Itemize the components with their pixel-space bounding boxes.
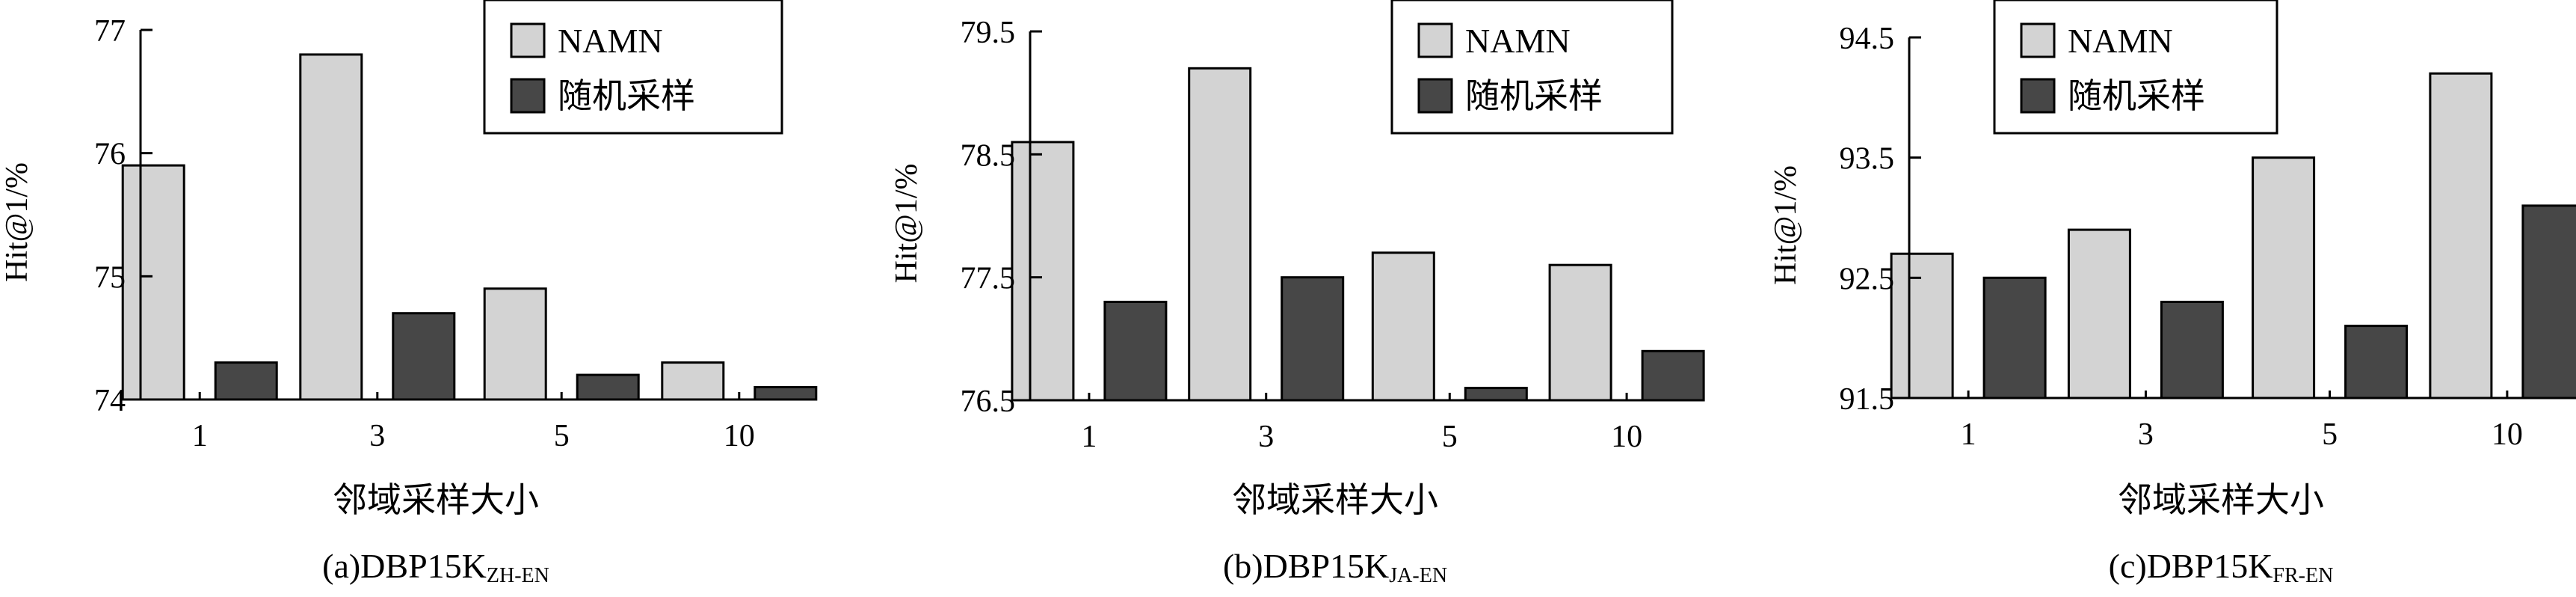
y-tick-label: 77.5 [961,262,1016,296]
legend: NAMN 随机采样 [1993,0,2278,135]
legend-item-random-label: 随机采样 [558,77,695,115]
bar-namn-3 [2067,228,2131,399]
legend-item-random-swatch [510,78,546,114]
x-tick-label: 10 [2492,417,2523,452]
x-axis-label: 邻域采样大小 [333,481,539,519]
x-tick-label: 5 [1442,420,1458,454]
y-tick-label: 94.5 [1840,22,1895,56]
legend-item-namn-swatch [1417,22,1453,58]
chart-panel-2: 1 3 5 10 76.5 77.5 78.5 79.5 Hit@1/% 邻域采样大小 (b)DBP… [890,0,1705,587]
bar-random-5 [2344,325,2409,399]
y-tick-label: 78.5 [961,138,1016,173]
bar-namn-1 [121,164,185,401]
legend-item-random-label: 随机采样 [1465,77,1603,115]
y-tick-label: 77 [94,14,126,49]
panel-caption: (c)DBP15KFR-EN [2109,547,2334,587]
bar-random-10 [754,386,818,401]
bar-random-10 [2521,204,2576,399]
bar-random-5 [1464,387,1528,402]
legend-item-random-swatch [1417,78,1453,114]
y-tick-label: 93.5 [1840,142,1895,177]
bar-namn-5 [483,287,547,401]
legend-item-namn-swatch [2020,22,2056,58]
x-tick-label: 3 [2138,417,2154,452]
panel-caption: (b)DBP15KJA-EN [1223,547,1447,587]
y-tick-label: 92.5 [1840,262,1895,296]
x-tick-label: 5 [554,419,570,453]
legend: NAMN 随机采样 [483,0,783,135]
bar-namn-10 [2429,72,2493,399]
y-tick-label: 74 [94,384,126,418]
x-tick-label: 1 [1081,420,1097,454]
x-tick-label: 3 [1258,420,1274,454]
legend-item-namn-swatch [510,22,546,58]
x-axis-label: 邻域采样大小 [1232,481,1438,519]
chart-panel-3: 1 3 5 10 91.5 92.5 93.5 94.5 Hit@1/% 邻域采样大小 (c)DBP… [1769,0,2576,587]
bar-random-1 [214,361,278,401]
bar-namn-3 [299,53,363,401]
bar-namn-10 [661,361,725,401]
x-tick-label: 1 [192,419,208,453]
legend-item-namn-label: NAMN [1465,22,1571,60]
x-tick-label: 10 [724,419,755,453]
y-tick-label: 76.5 [961,385,1016,419]
y-axis-label: Hit@1/% [890,163,924,283]
bar-namn-3 [1188,67,1252,402]
legend-item-namn-label: NAMN [558,22,663,60]
x-tick-label: 10 [1611,420,1642,454]
legend-item-random-label: 随机采样 [2068,77,2205,115]
legend: NAMN 随机采样 [1390,0,1674,135]
x-tick-label: 1 [1961,417,1976,452]
bar-random-1 [1103,301,1168,402]
y-axis-label: Hit@1/% [0,162,34,282]
bar-namn-1 [1011,141,1075,402]
bar-random-1 [1982,276,2047,399]
x-tick-label: 3 [369,419,385,453]
panel-caption: (a)DBP15KZH-EN [322,547,549,587]
bar-random-3 [2160,301,2224,399]
bar-random-10 [1641,349,1705,402]
bar-namn-5 [2252,156,2316,399]
y-tick-label: 79.5 [961,16,1016,50]
bar-namn-10 [1548,263,1612,402]
legend-item-random-swatch [2020,78,2056,114]
y-tick-label: 75 [94,260,126,295]
y-axis-label: Hit@1/% [1769,165,1803,285]
chart-panel-1: 1 3 5 10 74 75 76 77 Hit@1/% 邻域采样大小 (a)DBP15KZH-EN… [0,0,818,587]
y-tick-label: 91.5 [1840,382,1895,417]
x-axis-label: 邻域采样大小 [2118,481,2324,519]
legend-item-namn-label: NAMN [2068,22,2173,60]
y-tick-label: 76 [94,138,126,172]
bar-random-3 [1281,276,1345,402]
legend-box [483,0,783,135]
bar-random-5 [576,373,640,401]
bar-namn-5 [1371,251,1435,402]
bar-namn-1 [1890,252,1954,399]
x-tick-label: 5 [2322,417,2338,452]
bar-random-3 [392,312,456,401]
